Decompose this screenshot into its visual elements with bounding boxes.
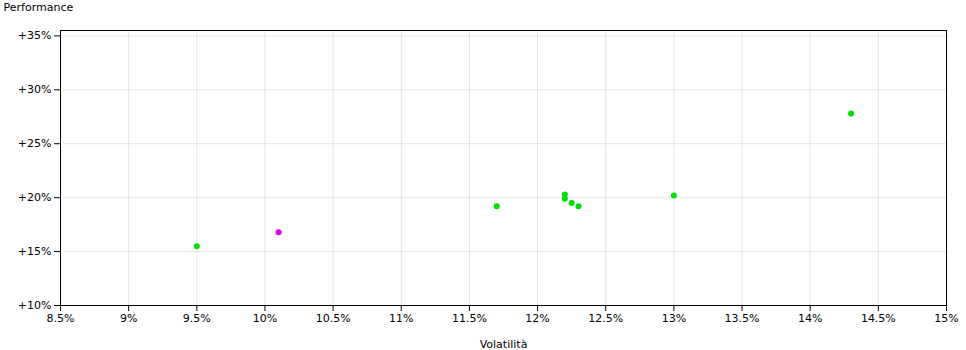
svg-text:9%: 9% [120,312,137,325]
svg-text:+25%: +25% [18,137,52,150]
svg-text:14%: 14% [798,312,822,325]
svg-text:12%: 12% [525,312,549,325]
svg-text:14.5%: 14.5% [861,312,896,325]
svg-text:13%: 13% [662,312,686,325]
svg-text:Performance: Performance [4,1,74,14]
svg-text:8.5%: 8.5% [47,312,75,325]
svg-text:11%: 11% [389,312,413,325]
svg-text:15%: 15% [934,312,958,325]
svg-text:10%: 10% [253,312,277,325]
svg-text:Volatilità: Volatilità [480,338,528,350]
svg-text:+35%: +35% [18,29,52,42]
svg-text:+10%: +10% [18,299,52,312]
svg-text:11.5%: 11.5% [452,312,487,325]
svg-text:+20%: +20% [18,191,52,204]
svg-text:+30%: +30% [18,83,52,96]
svg-text:9.5%: 9.5% [183,312,211,325]
svg-text:12.5%: 12.5% [588,312,623,325]
svg-text:+15%: +15% [18,245,52,258]
svg-text:10.5%: 10.5% [316,312,351,325]
svg-text:13.5%: 13.5% [725,312,760,325]
